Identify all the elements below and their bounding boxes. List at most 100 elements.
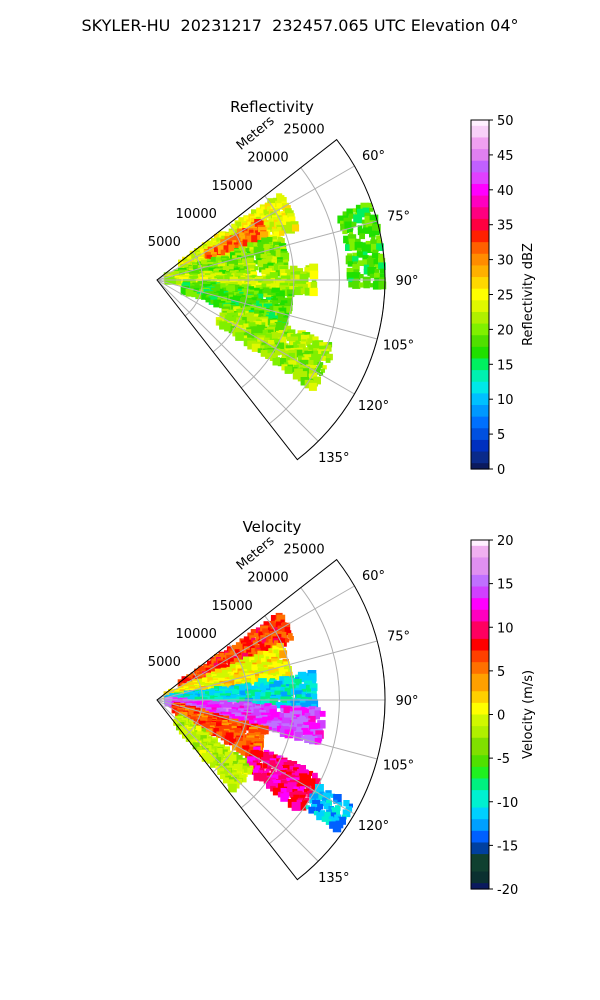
echo-cell (281, 364, 288, 371)
colorbar-segment (471, 755, 489, 762)
echo-cell (306, 688, 311, 693)
azimuth-spoke (156, 640, 378, 701)
colorbar-segment (471, 545, 489, 553)
echo-cell (273, 306, 282, 315)
echo-cell (266, 225, 271, 230)
echo-cell (326, 799, 332, 806)
echo-cell (260, 646, 269, 655)
echo-cell (284, 280, 294, 289)
echo-cell (201, 294, 207, 300)
colorbar-segment (471, 149, 489, 156)
colorbar-segment (471, 247, 489, 255)
echo-cell (346, 208, 354, 216)
echo-cell (227, 779, 235, 787)
echo-cell (280, 705, 286, 711)
echo-cell (219, 688, 228, 698)
echo-cell (306, 341, 311, 347)
echo-cell (261, 329, 268, 337)
echo-cell (210, 273, 217, 281)
echo-cell (225, 252, 233, 260)
echo-cell (270, 615, 280, 624)
echo-cell (224, 274, 234, 284)
colorbar-segment (471, 131, 489, 139)
echo-cell (365, 240, 373, 248)
echo-cell (304, 734, 313, 743)
echo-cell (285, 275, 293, 282)
azimuth-tick-label: 60° (362, 569, 385, 584)
echo-cell (263, 777, 271, 784)
echo-cell (321, 816, 328, 822)
echo-cell (309, 287, 318, 297)
colorbar-tick-label: 0 (497, 709, 505, 724)
echo-cell (317, 362, 324, 368)
echo-cell (286, 630, 292, 636)
echo-cell (246, 257, 255, 265)
echo-cell (293, 767, 299, 773)
range-axis-label: Meters (234, 533, 278, 573)
echo-cell (313, 811, 319, 816)
colorbar-segment (471, 230, 489, 237)
range-axis-label: Meters (234, 113, 278, 153)
azimuth-tick-label: 105° (383, 759, 414, 774)
echo-cell (305, 785, 311, 792)
echo-cell (196, 275, 201, 280)
echo-cell (362, 207, 370, 216)
echo-cell (310, 281, 318, 289)
colorbar-segment (471, 656, 489, 663)
echo-cell (359, 274, 364, 279)
colorbar-segment (471, 451, 489, 458)
echo-cell (289, 636, 294, 641)
echo-cell (320, 368, 325, 373)
echo-cell (221, 749, 228, 756)
echo-cell (295, 274, 303, 283)
colorbar-segment (471, 393, 489, 400)
echo-cell (306, 721, 316, 731)
echo-cell (282, 289, 290, 297)
colorbar-segment (471, 702, 489, 710)
echo-cell (280, 252, 290, 262)
echo-cell (283, 706, 293, 716)
echo-cell (309, 270, 319, 280)
echo-cell (277, 659, 285, 668)
echo-cell (349, 803, 353, 808)
range-tick-label: 20000 (247, 571, 288, 586)
echo-cell (347, 227, 353, 233)
colorbar-tick-label: -5 (497, 752, 510, 767)
echo-cell (205, 297, 211, 303)
echo-cell (260, 734, 265, 739)
colorbar-tick-label: 35 (497, 219, 514, 234)
colorbar: 0 5 10 15 20 25 30 35 40 45 50 Reflectivity dBZ (470, 114, 536, 478)
colorbar-segment (471, 708, 489, 716)
echo-cell (314, 738, 322, 745)
echo-cell (286, 289, 295, 297)
colorbar-segment (471, 638, 489, 646)
echo-cell (289, 341, 295, 346)
colorbar-segment (471, 749, 489, 756)
echo-cell (273, 627, 278, 632)
echo-cell (355, 238, 361, 245)
colorbar-segment (471, 463, 489, 470)
echo-cell (287, 782, 297, 792)
echo-cell (284, 306, 292, 314)
colorbar-segment (471, 679, 489, 687)
colorbar-segment (471, 364, 489, 371)
colorbar-segment (471, 306, 489, 313)
echo-cell (348, 282, 354, 288)
echo-cell (277, 765, 283, 772)
echo-cell (254, 691, 263, 700)
colorbar-tick-label: 20 (497, 534, 514, 549)
echo-cell (372, 223, 381, 233)
echo-cell (365, 220, 375, 230)
echo-cell (268, 218, 274, 224)
echo-cell (245, 685, 252, 692)
echo-cell (251, 235, 260, 244)
colorbar-segment (471, 731, 489, 739)
echo-cell (262, 763, 268, 769)
echo-cell (363, 227, 370, 234)
echo-cell (308, 373, 318, 383)
echo-cell (264, 211, 270, 217)
echo-cell (292, 770, 297, 776)
echo-cell (228, 304, 236, 312)
echo-cell (304, 680, 313, 689)
echo-cell (241, 280, 247, 286)
